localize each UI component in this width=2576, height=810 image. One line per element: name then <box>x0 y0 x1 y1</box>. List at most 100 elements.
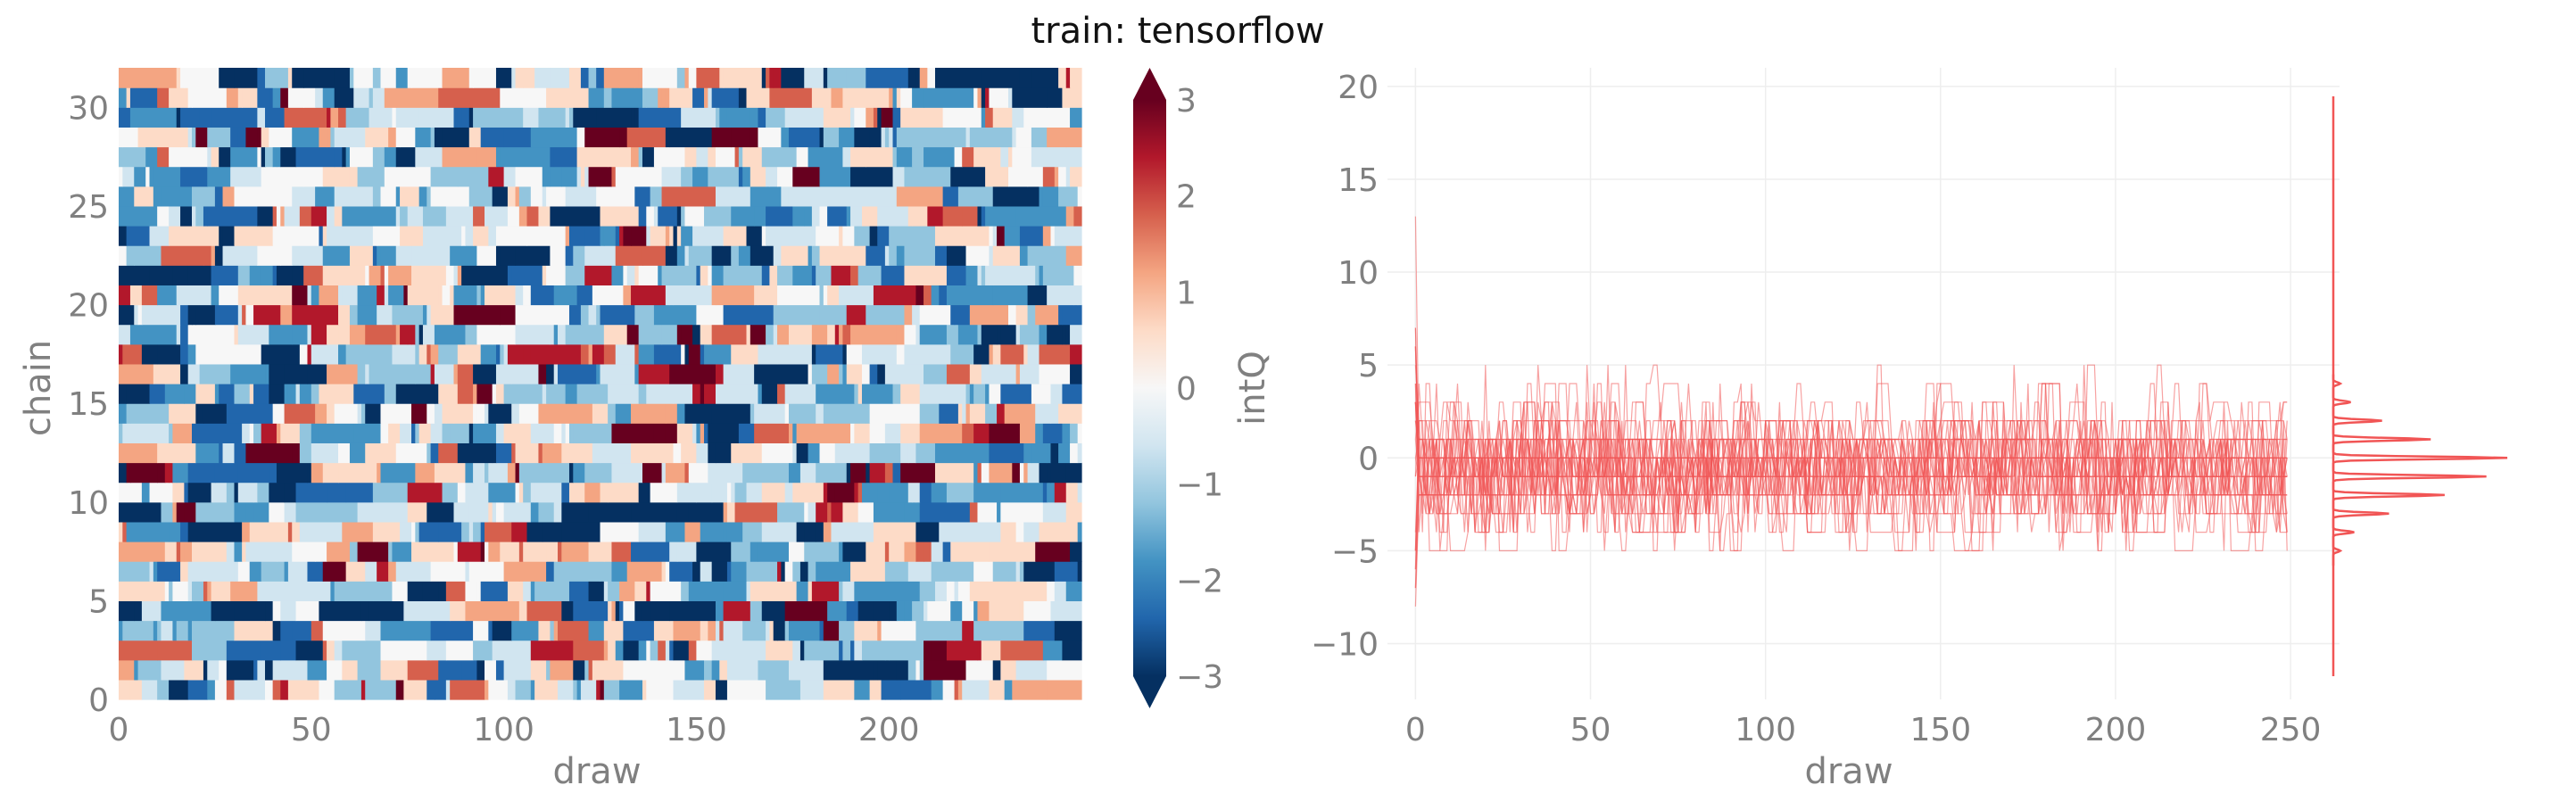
heatmap-cell <box>700 521 725 542</box>
heatmap-cell <box>946 245 967 266</box>
heatmap-cell <box>831 87 844 108</box>
heatmap-cell <box>873 501 906 523</box>
heatmap-cell <box>180 521 189 542</box>
heatmap-cell <box>187 304 193 326</box>
heatmap-cell <box>946 363 967 384</box>
heatmap-cell <box>646 640 651 661</box>
heatmap-cell <box>553 363 559 384</box>
heatmap-cell <box>1065 521 1079 542</box>
heatmap-cell <box>265 166 304 187</box>
heatmap-cell <box>395 561 432 582</box>
heatmap-cell <box>427 679 435 700</box>
heatmap-cell <box>407 324 412 345</box>
heatmap-cell <box>169 87 189 108</box>
heatmap-cell <box>534 68 551 88</box>
heatmap-cell <box>596 659 601 681</box>
heatmap-cell <box>119 363 154 384</box>
heatmap-cell <box>119 68 131 88</box>
trace-x-tick-label: 250 <box>2260 712 2322 748</box>
heatmap-cell <box>600 482 609 503</box>
heatmap-cell <box>269 87 274 108</box>
heatmap-cell <box>742 146 763 168</box>
heatmap-cell <box>457 482 467 503</box>
heatmap-cell <box>661 324 678 345</box>
heatmap-cell <box>169 541 178 562</box>
heatmap-cell <box>715 245 732 266</box>
heatmap-cell <box>934 442 974 464</box>
heatmap-cell <box>600 659 624 681</box>
heatmap-cell <box>738 245 751 266</box>
heatmap-cell <box>889 541 898 562</box>
heatmap-cell <box>119 285 131 306</box>
heatmap-cell <box>892 146 898 168</box>
heatmap-cell <box>287 679 320 700</box>
heatmap-cell <box>819 620 824 641</box>
heatmap-cell <box>195 127 208 148</box>
heatmap-cell <box>485 403 489 424</box>
heatmap-cell <box>1065 166 1071 187</box>
heatmap-cell <box>319 679 335 700</box>
heatmap-cell <box>704 343 732 365</box>
heatmap-cell <box>280 423 301 443</box>
heatmap-cell <box>600 304 635 326</box>
heatmap-cell <box>342 146 347 168</box>
heatmap-cell <box>665 403 678 424</box>
heatmap-cell <box>603 324 628 345</box>
heatmap-cell <box>129 107 178 128</box>
heatmap-cell <box>588 343 593 365</box>
heatmap-cell <box>715 679 728 700</box>
heatmap-cell <box>507 186 517 207</box>
heatmap-cell <box>169 679 189 700</box>
heatmap-cell <box>365 324 397 345</box>
heatmap-cell <box>819 127 824 148</box>
heatmap-cell <box>400 324 409 345</box>
heatmap-cell <box>942 679 951 700</box>
heatmap-cell <box>596 304 601 326</box>
heatmap-cell <box>518 68 524 88</box>
heatmap-cell <box>234 324 239 345</box>
heatmap-cell <box>284 482 297 503</box>
heatmap-cell <box>153 186 162 207</box>
heatmap-cell <box>129 679 143 700</box>
heatmap-cell <box>211 581 231 601</box>
heatmap-cell <box>488 679 509 700</box>
heatmap-cell <box>295 482 327 503</box>
heatmap-cell <box>222 343 254 365</box>
heatmap-cell <box>788 324 813 345</box>
heatmap-cell <box>303 87 316 108</box>
heatmap-cell <box>973 146 1001 168</box>
heatmap-cell <box>676 205 682 227</box>
heatmap-cell <box>711 659 720 681</box>
heatmap-cell <box>965 245 990 266</box>
heatmap-cell <box>342 205 397 227</box>
heatmap-cell <box>187 343 196 365</box>
heatmap-cell <box>665 462 670 484</box>
heatmap-cell <box>327 127 331 148</box>
heatmap-cell <box>808 146 843 168</box>
heatmap-cell <box>257 659 266 681</box>
heatmap-cell <box>392 541 412 562</box>
heatmap-cell <box>788 620 821 641</box>
heatmap-cell <box>430 343 439 365</box>
heatmap-cell <box>450 679 485 700</box>
heatmap-cell <box>684 659 705 681</box>
heatmap-cell <box>669 640 675 661</box>
heatmap-cell <box>511 68 517 88</box>
heatmap-cell <box>857 265 882 285</box>
heatmap-cell <box>631 324 640 345</box>
heatmap-cell <box>546 541 559 562</box>
heatmap-cell <box>418 423 432 443</box>
heatmap-cell <box>761 482 786 503</box>
heatmap-cell <box>700 561 713 582</box>
heatmap-cell <box>561 521 601 542</box>
heatmap-cell <box>372 186 382 207</box>
heatmap-cell <box>176 324 181 345</box>
heatmap-cell <box>823 127 836 148</box>
heatmap-cell <box>261 423 277 443</box>
heatmap-cell <box>684 205 705 227</box>
heatmap-cell <box>523 68 535 88</box>
heatmap-cell <box>442 403 447 424</box>
heatmap-cell <box>573 600 609 622</box>
heatmap-cell <box>214 384 219 404</box>
